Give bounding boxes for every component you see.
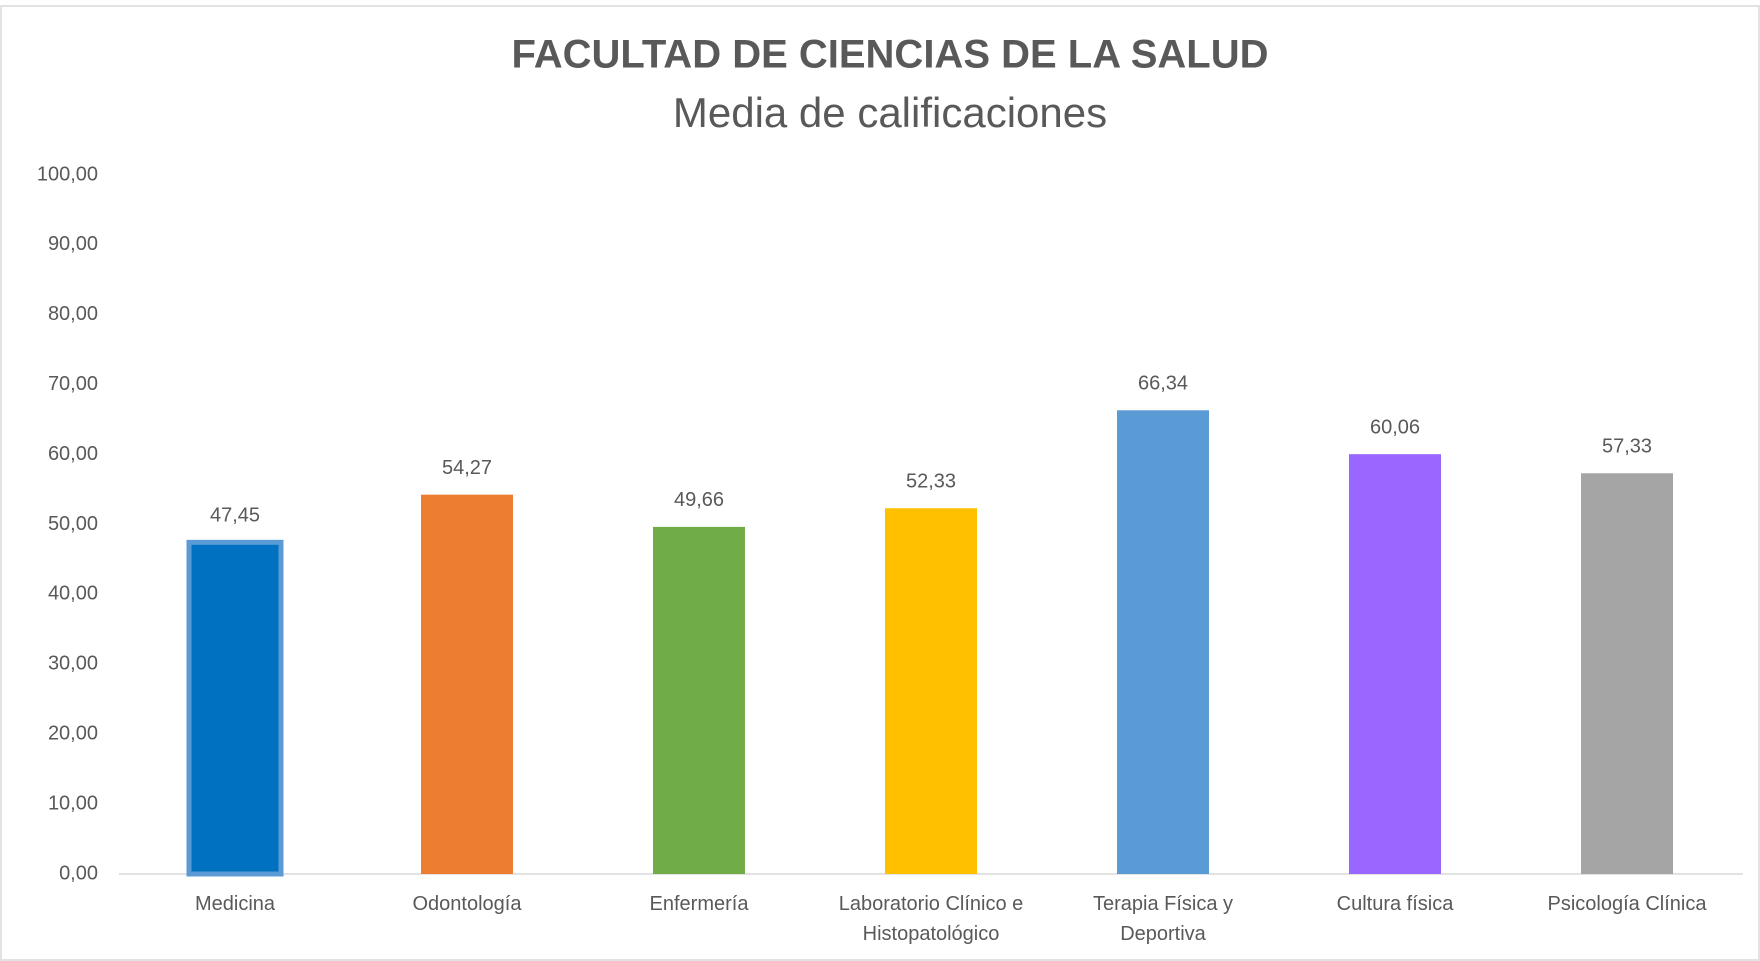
chart-subtitle: Media de calificaciones [673,89,1107,136]
x-tick-label: Cultura física [1337,893,1455,915]
bar [1349,454,1441,874]
bar [885,508,977,874]
data-label: 47,45 [210,505,260,527]
y-tick-label: 70,00 [48,373,98,395]
chart-title: FACULTAD DE CIENCIAS DE LA SALUD [511,33,1268,77]
x-tick-label: Odontología [413,893,523,915]
data-label: 52,33 [906,470,956,492]
data-label: 49,66 [674,489,724,511]
y-tick-label: 20,00 [48,722,98,744]
bar [421,494,513,874]
data-label: 54,27 [442,457,492,479]
x-tick-label: Laboratorio Clínico e Histopatológico [839,893,1024,945]
x-tick-label: Psicología Clínica [1548,893,1708,915]
y-tick-label: 50,00 [48,513,98,535]
bar [1117,410,1209,874]
bar [1581,473,1673,874]
y-tick-label: 30,00 [48,653,98,675]
y-tick-label: 10,00 [48,792,98,814]
bar [653,526,745,874]
y-tick-label: 40,00 [48,583,98,605]
chart-border [0,5,1760,961]
y-tick-label: 60,00 [48,443,98,465]
y-tick-label: 0,00 [59,862,98,884]
y-tick-label: 100,00 [37,163,98,185]
data-label: 57,33 [1602,436,1652,458]
x-tick-label: Medicina [195,893,276,915]
x-tick-label: Terapia Física y Deportiva [1093,893,1233,945]
bar [186,539,284,877]
y-tick-label: 80,00 [48,303,98,325]
data-label: 60,06 [1370,416,1420,438]
y-tick-label: 90,00 [48,233,98,255]
x-tick-label: Enfermería [650,893,750,915]
data-label: 66,34 [1138,373,1188,395]
